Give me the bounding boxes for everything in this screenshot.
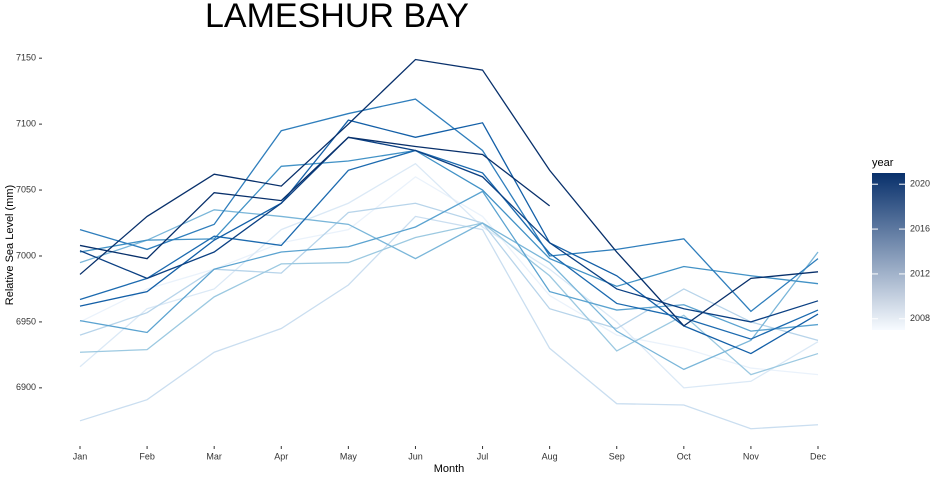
- chart-title: LAMESHUR BAY: [205, 0, 469, 35]
- y-tick-label: 6900: [16, 382, 36, 392]
- series-line: [79, 190, 819, 334]
- colorbar: [872, 173, 905, 330]
- legend-title: year: [872, 157, 894, 169]
- series-line: [79, 119, 819, 355]
- series-line: [79, 176, 819, 376]
- series-line: [79, 149, 819, 340]
- x-tick-label: Sep: [609, 451, 625, 461]
- x-tick-label: Aug: [542, 451, 558, 461]
- x-tick-label: Nov: [743, 451, 760, 461]
- series-line: [79, 136, 551, 260]
- x-tick-label: Jun: [408, 451, 423, 461]
- series-line: [79, 98, 819, 313]
- x-tick-label: Apr: [274, 451, 288, 461]
- colorbar-tick-label: 2008: [910, 313, 930, 323]
- y-tick-label: 6950: [16, 316, 36, 326]
- y-tick-label: 7150: [16, 53, 36, 63]
- series-line: [79, 202, 819, 342]
- x-tick-label: May: [340, 451, 358, 461]
- y-tick-label: 7050: [16, 184, 36, 194]
- colorbar-tick-label: 2016: [910, 223, 930, 233]
- colorbar-tick-label: 2020: [910, 179, 930, 189]
- x-tick-label: Jan: [73, 451, 88, 461]
- x-tick-label: Jul: [477, 451, 489, 461]
- series-line: [79, 209, 819, 371]
- series-line: [79, 215, 819, 430]
- y-axis-label: Relative Sea Level (mm): [4, 185, 16, 305]
- x-tick-label: Mar: [206, 451, 222, 461]
- x-tick-label: Oct: [677, 451, 692, 461]
- x-tick-label: Dec: [810, 451, 827, 461]
- y-tick-label: 7100: [16, 118, 36, 128]
- series-line: [79, 222, 819, 376]
- series-line: [79, 58, 819, 327]
- series-line: [79, 162, 819, 389]
- colorbar-tick-label: 2012: [910, 268, 930, 278]
- series-line: [79, 136, 819, 323]
- x-axis-label: Month: [434, 463, 465, 475]
- x-tick-label: Feb: [139, 451, 155, 461]
- y-tick-label: 7000: [16, 250, 36, 260]
- series-line: [79, 149, 819, 288]
